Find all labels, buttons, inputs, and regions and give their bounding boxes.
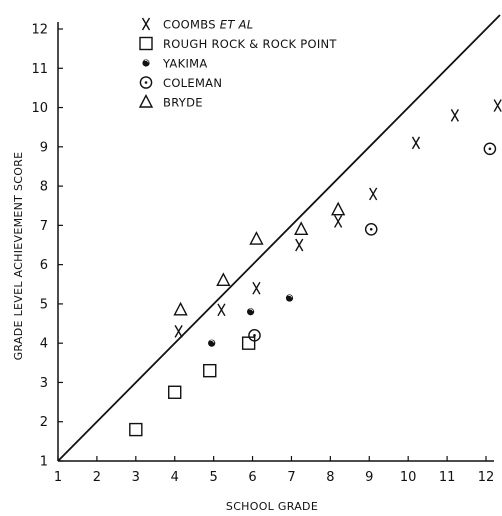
x-tick-label: 3 bbox=[132, 470, 140, 485]
y-tick-label: 12 bbox=[31, 23, 48, 38]
data-point bbox=[248, 329, 261, 342]
legend-label: COLEMAN bbox=[163, 76, 222, 90]
y-tick-label: 7 bbox=[40, 219, 48, 234]
legend-marker bbox=[142, 59, 150, 67]
legend-label-text: COLEMAN bbox=[163, 76, 222, 90]
x-tick-label: 8 bbox=[326, 470, 334, 485]
data-points bbox=[129, 99, 502, 437]
data-point bbox=[241, 336, 256, 350]
legend-label: YAKIMA bbox=[162, 57, 208, 71]
data-point bbox=[450, 109, 459, 122]
x-tick-label: 9 bbox=[365, 470, 373, 485]
data-point bbox=[285, 294, 294, 302]
y-tick-label: 5 bbox=[40, 297, 48, 312]
legend-marker bbox=[141, 17, 151, 31]
legend-label: BRYDE bbox=[163, 96, 203, 110]
y-tick-label: 11 bbox=[31, 62, 48, 77]
y-tick-label: 1 bbox=[40, 455, 48, 470]
x-tick-label: 10 bbox=[400, 470, 417, 485]
legend-label-text: COOMBS bbox=[163, 18, 216, 32]
x-tick-label: 2 bbox=[93, 470, 101, 485]
x-tick-label: 7 bbox=[287, 470, 295, 485]
legend-marker bbox=[139, 76, 153, 89]
x-tick-label: 6 bbox=[248, 470, 256, 485]
legend-label-text: BRYDE bbox=[163, 96, 203, 110]
legend: COOMBS ET AL ROUGH ROCK & ROCK POINT YAKIM… bbox=[138, 17, 337, 110]
reference-line bbox=[57, 14, 501, 462]
data-point bbox=[129, 422, 143, 437]
x-axis-label: SCHOOL GRADE bbox=[226, 500, 318, 513]
series-square bbox=[129, 336, 256, 437]
legend-marker bbox=[139, 36, 153, 51]
data-point bbox=[334, 215, 343, 228]
data-point bbox=[208, 339, 216, 347]
y-tick-label: 2 bbox=[40, 415, 48, 430]
data-point bbox=[247, 308, 255, 316]
y-axis-label: GRADE LEVEL ACHIEVEMENT SCORE bbox=[12, 152, 25, 361]
y-tick-label: 9 bbox=[40, 140, 48, 155]
series-x bbox=[174, 99, 502, 338]
data-point bbox=[252, 281, 261, 295]
data-point bbox=[217, 303, 226, 317]
x-tick-label: 11 bbox=[439, 470, 456, 485]
x-tick-label: 4 bbox=[171, 470, 179, 485]
y-tick-label: 6 bbox=[40, 258, 48, 273]
data-point bbox=[203, 363, 217, 378]
legend-marker bbox=[138, 93, 154, 108]
x-tick-label: 12 bbox=[478, 470, 495, 485]
data-point bbox=[330, 201, 346, 216]
y-tick-label: 3 bbox=[40, 376, 48, 391]
series-triangle bbox=[173, 201, 346, 316]
x-tick-label: 5 bbox=[209, 470, 217, 485]
data-point bbox=[483, 142, 497, 156]
data-point bbox=[364, 222, 378, 236]
data-point bbox=[168, 385, 182, 399]
data-point bbox=[294, 221, 309, 235]
legend-label-text: ROUGH ROCK & ROCK POINT bbox=[163, 37, 337, 51]
series-circle-dot bbox=[248, 142, 497, 342]
reference-line-group bbox=[57, 14, 501, 462]
y-tick-label: 8 bbox=[40, 180, 48, 195]
y-tick-label: 4 bbox=[40, 337, 48, 352]
data-point bbox=[173, 301, 188, 316]
data-point bbox=[216, 272, 231, 287]
x-tick-label: 1 bbox=[54, 470, 62, 485]
legend-label-text: YAKIMA bbox=[162, 57, 208, 71]
data-point bbox=[411, 136, 421, 150]
legend-label: COOMBS ET AL bbox=[163, 18, 254, 32]
series-half-filled-circle bbox=[208, 294, 294, 347]
data-point bbox=[249, 231, 264, 245]
legend-label-italic: ET AL bbox=[216, 18, 254, 32]
y-tick-label: 10 bbox=[31, 101, 48, 116]
data-point bbox=[174, 325, 183, 338]
data-point bbox=[295, 238, 304, 252]
data-point bbox=[369, 187, 378, 201]
legend-label: ROUGH ROCK & ROCK POINT bbox=[163, 37, 337, 51]
data-point bbox=[493, 99, 502, 112]
